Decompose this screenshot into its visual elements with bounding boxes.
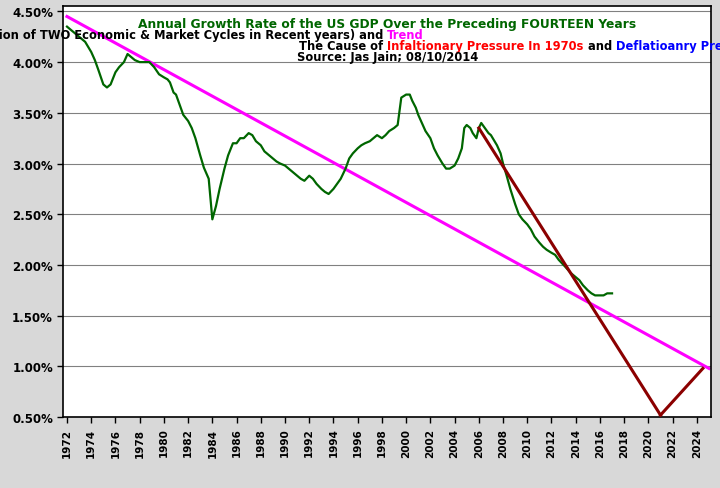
- Text: (Approx. Duration of TWO Economic & Market Cycles in Recent years) and: (Approx. Duration of TWO Economic & Mark…: [0, 29, 387, 41]
- Text: Trend: Trend: [387, 29, 424, 41]
- Text: Source: Jas Jain; 08/10/2014: Source: Jas Jain; 08/10/2014: [297, 51, 478, 64]
- Text: and: and: [584, 40, 616, 53]
- Text: Infaltionary Pressure In 1970s: Infaltionary Pressure In 1970s: [387, 40, 584, 53]
- Text: Deflatioanry Pressure in 2010s: Deflatioanry Pressure in 2010s: [616, 40, 720, 53]
- Text: Annual Growth Rate of the US GDP Over the Preceding FOURTEEN Years: Annual Growth Rate of the US GDP Over th…: [138, 18, 636, 31]
- Text: The Cause of: The Cause of: [300, 40, 387, 53]
